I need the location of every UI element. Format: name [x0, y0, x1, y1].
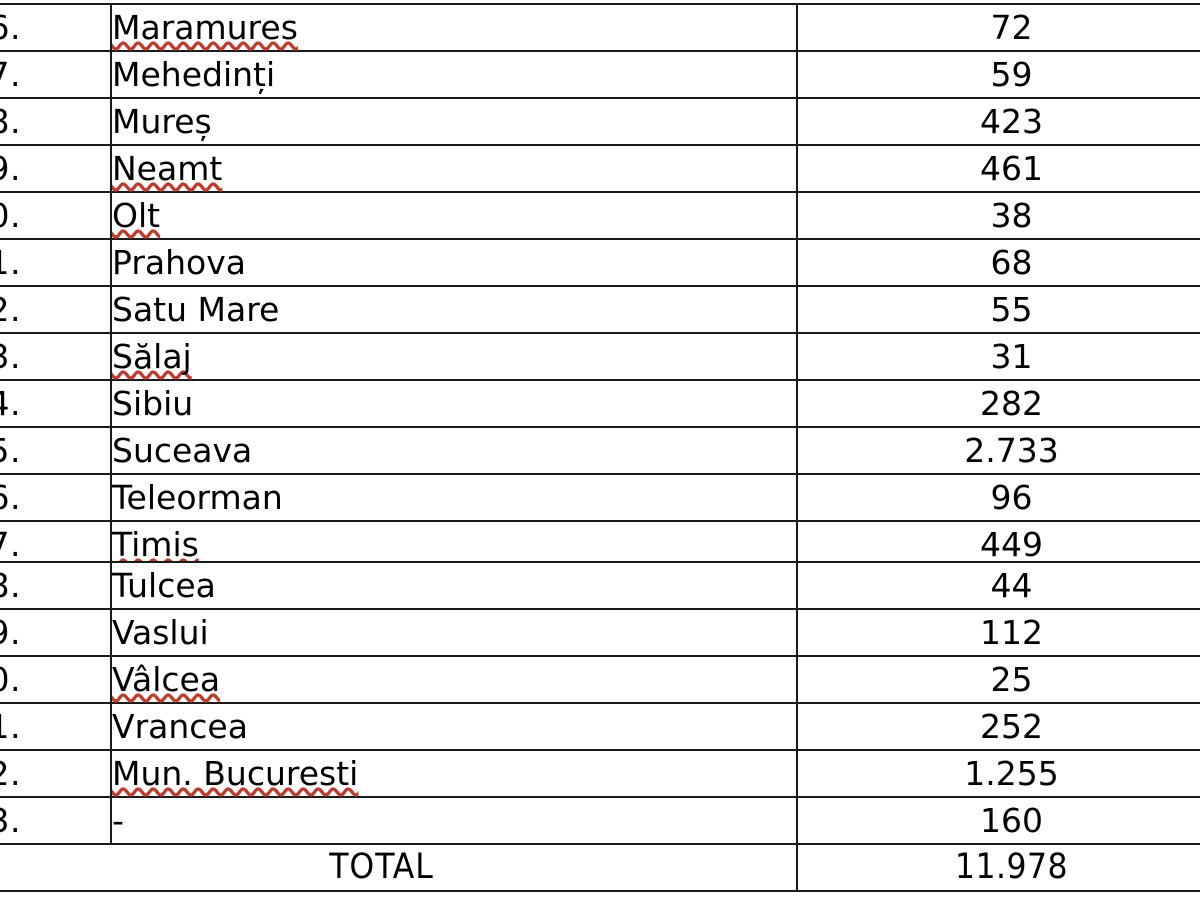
- row-index: 39.: [0, 608, 112, 657]
- county-name: -: [110, 796, 798, 845]
- row-index: 36.: [0, 473, 112, 522]
- county-name: Tulcea: [110, 561, 798, 610]
- county-name-text: Mehedinți: [112, 55, 276, 94]
- county-name: Olt: [110, 191, 798, 240]
- table-row: 29.Neamt 461: [0, 144, 1200, 193]
- county-name: Sălaj: [110, 332, 798, 381]
- table-row: 30.Olt 38: [0, 191, 1200, 240]
- county-count: 112: [796, 608, 1200, 657]
- county-name: Mureș: [110, 97, 798, 146]
- county-count: 55: [796, 285, 1200, 334]
- county-count: 2.733: [796, 426, 1200, 475]
- county-name-text: Mun. Bucuresti: [112, 754, 359, 793]
- county-table-part-1: 26.Maramures7227.Mehedinți5928.Mureș4232…: [0, 3, 1200, 569]
- table-row: 28.Mureș 423: [0, 97, 1200, 146]
- row-index: 40.: [0, 655, 112, 704]
- county-count: 38: [796, 191, 1200, 240]
- total-value: 11.978: [796, 843, 1200, 892]
- row-index: 34.: [0, 379, 112, 428]
- county-count: 44: [796, 561, 1200, 610]
- table-row: 27.Mehedinți 59: [0, 50, 1200, 99]
- table-total-body: TOTAL 11.978: [0, 843, 1200, 892]
- county-count: 59: [796, 50, 1200, 99]
- county-count: 449: [796, 520, 1200, 569]
- county-name: Maramures: [110, 3, 798, 52]
- county-name-text: Suceava: [112, 431, 253, 470]
- row-index: 26.: [0, 3, 112, 52]
- county-name: Prahova: [110, 238, 798, 287]
- table-row: 40.Vâlcea 25: [0, 655, 1200, 704]
- county-name-text: Vrancea: [112, 707, 248, 746]
- table-row: 31.Prahova 68: [0, 238, 1200, 287]
- county-count: 461: [796, 144, 1200, 193]
- county-count: 252: [796, 702, 1200, 751]
- table-row: 36.Teleorman 96: [0, 473, 1200, 522]
- row-index: 27.: [0, 50, 112, 99]
- table-body-part-2: 38.Tulcea4439.Vaslui11240.Vâlcea2541.Vra…: [0, 561, 1200, 845]
- county-name-text: Neamt: [112, 149, 223, 188]
- county-name-text: Vâlcea: [112, 660, 221, 699]
- table-row: 26.Maramures 72: [0, 3, 1200, 52]
- row-index: 42.: [0, 749, 112, 798]
- county-name-text: Timis: [112, 525, 199, 564]
- table-row: 39.Vaslui 112: [0, 608, 1200, 657]
- county-name: Vrancea: [110, 702, 798, 751]
- county-count: 25: [796, 655, 1200, 704]
- total-row: TOTAL 11.978: [0, 843, 1200, 892]
- county-name-text: Prahova: [112, 243, 246, 282]
- table-row: 32.Satu Mare 55: [0, 285, 1200, 334]
- county-count: 282: [796, 379, 1200, 428]
- county-name-text: Olt: [112, 196, 161, 235]
- county-name: Neamt: [110, 144, 798, 193]
- row-index: 32.: [0, 285, 112, 334]
- county-count: 423: [796, 97, 1200, 146]
- county-name-text: Maramures: [112, 8, 298, 47]
- county-name-text: Sibiu: [112, 384, 194, 423]
- county-table-part-2: 38.Tulcea4439.Vaslui11240.Vâlcea2541.Vra…: [0, 561, 1200, 892]
- county-name: Vâlcea: [110, 655, 798, 704]
- table-body-part-1: 26.Maramures7227.Mehedinți5928.Mureș4232…: [0, 3, 1200, 569]
- county-count: 31: [796, 332, 1200, 381]
- county-name: Mehedinți: [110, 50, 798, 99]
- county-name: Mun. Bucuresti: [110, 749, 798, 798]
- table-row: 33.Sălaj 31: [0, 332, 1200, 381]
- row-index: 28.: [0, 97, 112, 146]
- county-name: Teleorman: [110, 473, 798, 522]
- county-count: 68: [796, 238, 1200, 287]
- county-name-text: Sălaj: [112, 337, 192, 376]
- row-index: 38.: [0, 561, 112, 610]
- row-index: 29.: [0, 144, 112, 193]
- county-name: Sibiu: [110, 379, 798, 428]
- row-index: 37.: [0, 520, 112, 569]
- table-row: 34.Sibiu 282: [0, 379, 1200, 428]
- table-row: 35.Suceava 2.733: [0, 426, 1200, 475]
- county-count: 96: [796, 473, 1200, 522]
- county-count: 160: [796, 796, 1200, 845]
- row-index: 30.: [0, 191, 112, 240]
- county-name: Satu Mare: [110, 285, 798, 334]
- row-index: 43.: [0, 796, 112, 845]
- county-name: Vaslui: [110, 608, 798, 657]
- county-name-text: Tulcea: [112, 566, 216, 605]
- row-index: 31.: [0, 238, 112, 287]
- county-name-text: Mureș: [112, 102, 212, 141]
- county-name-text: Vaslui: [112, 613, 209, 652]
- total-label: TOTAL: [0, 843, 798, 892]
- county-name-text: -: [112, 801, 124, 840]
- row-index: 33.: [0, 332, 112, 381]
- county-name-text: Teleorman: [112, 478, 283, 517]
- row-index: 35.: [0, 426, 112, 475]
- table-row: 38.Tulcea 44: [0, 561, 1200, 610]
- county-count: 72: [796, 3, 1200, 52]
- table-row: 43.- 160: [0, 796, 1200, 845]
- county-name-text: Satu Mare: [112, 290, 280, 329]
- county-name: Suceava: [110, 426, 798, 475]
- table-row: 42.Mun. Bucuresti 1.255: [0, 749, 1200, 798]
- table-row: 41.Vrancea 252: [0, 702, 1200, 751]
- row-index: 41.: [0, 702, 112, 751]
- county-count: 1.255: [796, 749, 1200, 798]
